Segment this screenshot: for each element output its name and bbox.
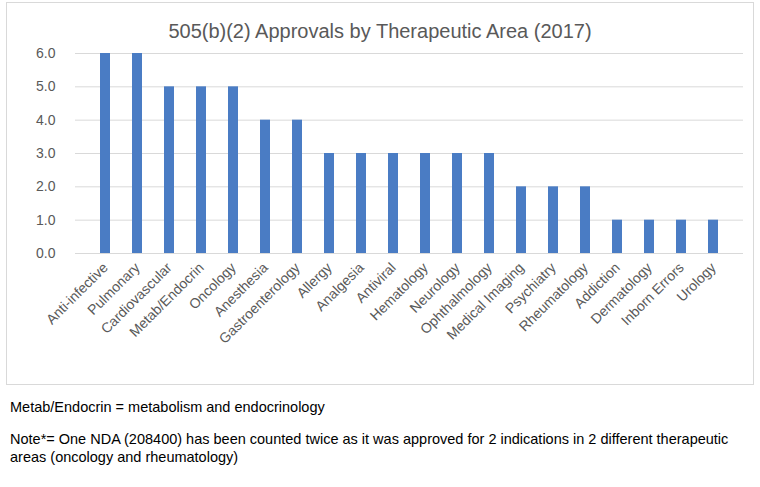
svg-text:2.0: 2.0 — [36, 178, 56, 194]
svg-text:Medical Imaging: Medical Imaging — [443, 259, 527, 343]
svg-text:Neurology: Neurology — [406, 259, 463, 316]
svg-text:Metab/Endocrin: Metab/Endocrin — [126, 259, 207, 340]
svg-text:Ophthalmology: Ophthalmology — [416, 259, 495, 338]
svg-text:Addiction: Addiction — [570, 259, 623, 312]
svg-text:Psychiatry: Psychiatry — [501, 259, 559, 317]
svg-text:Anti-infective: Anti-infective — [42, 259, 111, 328]
svg-text:Oncology: Oncology — [185, 259, 239, 313]
svg-text:Rheumatology: Rheumatology — [515, 259, 591, 335]
svg-text:Inborn Errors: Inborn Errors — [617, 259, 687, 329]
svg-text:Cardiovascular: Cardiovascular — [97, 259, 175, 337]
html-text:505(b)(2) Approvals by Therape: 505(b)(2) Approvals by Therapeutic Area … — [168, 20, 592, 42]
svg-text:1.0: 1.0 — [36, 212, 56, 228]
svg-text:4.0: 4.0 — [36, 112, 56, 128]
svg-text:Dermatology: Dermatology — [587, 259, 655, 327]
svg-text:Urology: Urology — [673, 259, 718, 304]
svg-text:Antiviral: Antiviral — [352, 259, 399, 306]
svg-text:Hematology: Hematology — [366, 259, 431, 324]
svg-text:0.0: 0.0 — [36, 245, 56, 261]
html-text:Note*= One NDA (208400) has be: Note*= One NDA (208400) has been counted… — [10, 431, 729, 465]
svg-text:Allergy: Allergy — [293, 259, 335, 301]
svg-text:5.0: 5.0 — [36, 78, 56, 94]
html-text:Metab/Endocrin = metabolism an: Metab/Endocrin = metabolism and endocrin… — [10, 399, 325, 415]
svg-text:6.0: 6.0 — [36, 45, 56, 61]
svg-text:Analgesia: Analgesia — [312, 259, 367, 314]
svg-text:3.0: 3.0 — [36, 145, 56, 161]
svg-text:Gastroenterology: Gastroenterology — [216, 259, 303, 346]
svg-text:Pulmonary: Pulmonary — [84, 259, 143, 318]
svg-text:Anesthesia: Anesthesia — [210, 259, 271, 320]
